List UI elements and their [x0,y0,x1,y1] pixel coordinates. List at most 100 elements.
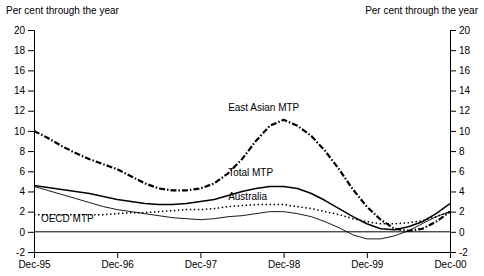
tick-mark [450,232,456,233]
tick: 12 [450,105,471,116]
tick-label: 4 [19,186,25,197]
tick-label: 14 [459,85,471,96]
tick-mark [28,171,34,172]
tick-label: 14 [14,85,26,96]
y2-axis-label: Per cent through the year [365,5,479,16]
annotation: Australia [228,191,267,202]
tick-mark [367,252,368,258]
tick-label: 18 [459,45,471,56]
tick-label: 2 [459,206,465,217]
tick: 10 [450,126,471,137]
annotation: East Asian MTP [228,102,299,113]
tick-mark [28,111,34,112]
line-series [34,185,450,229]
tick: 20 [14,25,34,36]
tick-mark [28,232,34,233]
tick-mark [28,212,34,213]
tick-label: 18 [14,45,26,56]
tick-label: Dec-95 [18,259,51,270]
tick-mark [28,191,34,192]
tick-label: 6 [19,166,25,177]
y2-axis: -2 0 2 4 6 8 10 12 14 16 18 20 [450,25,471,258]
tick-mark [450,151,456,152]
tick-mark [450,30,456,31]
tick: 18 [450,45,471,56]
tick-mark [28,70,34,71]
tick-mark [450,111,456,112]
tick: 18 [14,45,34,56]
tick: -2 [450,247,468,258]
tick-label: 4 [459,186,465,197]
tick: 14 [450,85,471,96]
axis-line [28,31,35,253]
tick: 16 [14,65,34,76]
tick-mark [450,91,456,92]
tick-mark [28,30,34,31]
tick: 20 [450,25,471,36]
tick-mark [200,252,201,258]
tick-label: 10 [459,126,471,137]
tick-mark [28,50,34,51]
tick: 8 [450,146,465,157]
tick-label: 8 [19,146,25,157]
tick-label: -2 [459,247,468,258]
tick-mark [28,91,34,92]
line-series [34,120,450,231]
tick-label: Dec-98 [268,259,301,270]
x-axis: Dec-95 Dec-96 Dec-97 Dec-98 Dec-99 Dec-00 [18,252,467,270]
tick: Dec-99 [351,252,384,270]
tick: 14 [14,85,34,96]
axis-line [451,31,457,253]
tick-label: 12 [459,105,471,116]
tick: 0 [19,227,34,238]
tick-mark [284,252,285,258]
tick-label: 8 [459,146,465,157]
tick: 8 [19,146,34,157]
tick-label: 16 [14,65,26,76]
tick-mark [450,70,456,71]
tick-label: Dec-97 [185,259,218,270]
tick: 2 [450,206,465,217]
y-axis: -2 0 2 4 6 8 10 12 14 16 18 20 [14,25,35,258]
tick-mark [450,252,456,253]
line-series [34,186,450,238]
tick: 2 [19,206,34,217]
tick-mark [450,191,456,192]
chart: Dec-95Dec-96Dec-97Dec-98Dec-99Dec-00-202… [0,0,484,276]
tick-mark [28,252,34,253]
tick-label: 16 [459,65,471,76]
tick-mark [450,131,456,132]
y-axis-label: Per cent through the year [6,5,120,16]
zero-line [34,231,450,232]
tick-label: 0 [19,227,25,238]
tick: Dec-97 [185,252,218,270]
plot-area [34,120,450,239]
tick: 6 [450,166,465,177]
tick-label: Dec-99 [351,259,384,270]
tick: Dec-98 [268,252,301,270]
tick: 16 [450,65,471,76]
tick: Dec-96 [102,252,135,270]
tick: 10 [14,126,34,137]
tick-mark [450,50,456,51]
axis-line [35,253,451,259]
tick: 4 [450,186,465,197]
tick-mark [450,171,456,172]
tick-label: 0 [459,227,465,238]
tick-mark [28,131,34,132]
tick-label: 6 [459,166,465,177]
tick-label: -2 [16,247,25,258]
tick: 6 [19,166,34,177]
tick: 4 [19,186,34,197]
annotation: OECD MTP [41,213,94,224]
tick: 0 [450,227,465,238]
tick: 12 [14,105,34,116]
tick-label: 20 [14,25,26,36]
tick: -2 [16,247,34,258]
annotations: East Asian MTPTotal MTPAustraliaOECD MTP [41,102,300,224]
tick-label: 12 [14,105,26,116]
line-series [34,205,450,224]
tick-label: 20 [459,25,471,36]
tick-label: 2 [19,206,25,217]
tick-label: Dec-00 [434,259,467,270]
